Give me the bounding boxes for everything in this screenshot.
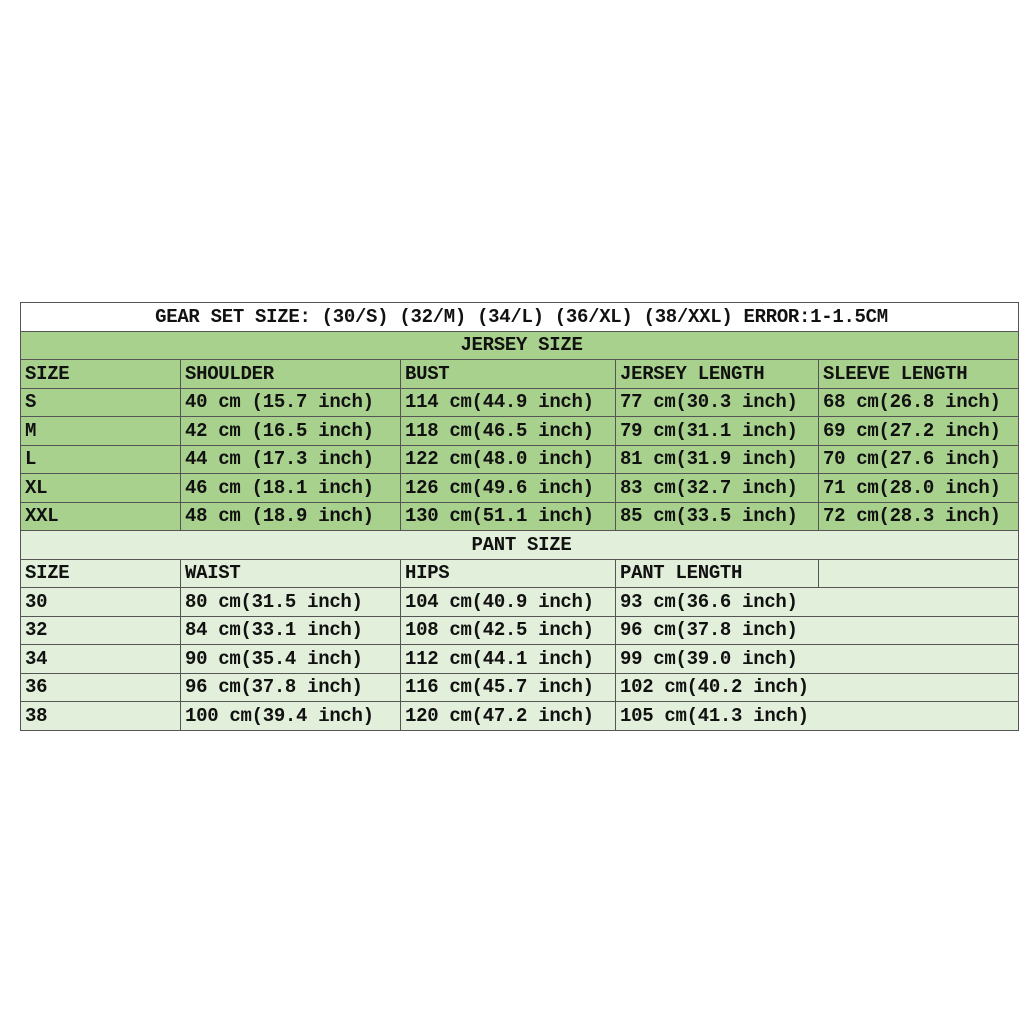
- cell: 96 cm(37.8 inch): [615, 615, 1019, 645]
- cell: 32: [20, 615, 181, 645]
- section-title-row: PANT SIZE: [20, 530, 1019, 560]
- cell: XL: [20, 473, 181, 503]
- cell: 126 cm(49.6 inch): [400, 473, 616, 503]
- cell: SHOULDER: [180, 359, 401, 389]
- cell: 70 cm(27.6 inch): [818, 444, 1019, 474]
- cell: 79 cm(31.1 inch): [615, 416, 819, 446]
- cell: 80 cm(31.5 inch): [180, 587, 401, 617]
- cell: S: [20, 387, 181, 417]
- cell: 122 cm(48.0 inch): [400, 444, 616, 474]
- cell: 77 cm(30.3 inch): [615, 387, 819, 417]
- table-body: GEAR SET SIZE: (30/S) (32/M) (34/L) (36/…: [20, 302, 1019, 731]
- data-row: XXL 48 cm (18.9 inch) 130 cm(51.1 inch) 85 …: [20, 501, 1019, 531]
- cell: 99 cm(39.0 inch): [615, 644, 1019, 674]
- cell: 84 cm(33.1 inch): [180, 615, 401, 645]
- cell: 96 cm(37.8 inch): [180, 672, 401, 702]
- cell: L: [20, 444, 181, 474]
- cell: 30: [20, 587, 181, 617]
- cell: BUST: [400, 359, 616, 389]
- data-row: 38 100 cm(39.4 inch) 120 cm(47.2 inch) 105 …: [20, 701, 1019, 731]
- cell: 72 cm(28.3 inch): [818, 501, 1019, 531]
- cell: 114 cm(44.9 inch): [400, 387, 616, 417]
- data-row: L 44 cm (17.3 inch) 122 cm(48.0 inch) 81 cm…: [20, 444, 1019, 474]
- cell: 69 cm(27.2 inch): [818, 416, 1019, 446]
- cell: 120 cm(47.2 inch): [400, 701, 616, 731]
- cell: 105 cm(41.3 inch): [615, 701, 1019, 731]
- cell: 81 cm(31.9 inch): [615, 444, 819, 474]
- cell: 42 cm (16.5 inch): [180, 416, 401, 446]
- cell: PANT LENGTH: [615, 558, 819, 588]
- data-row: 36 96 cm(37.8 inch) 116 cm(45.7 inch) 102 c…: [20, 672, 1019, 702]
- data-row: 34 90 cm(35.4 inch) 112 cm(44.1 inch) 99 cm…: [20, 644, 1019, 674]
- cell: 48 cm (18.9 inch): [180, 501, 401, 531]
- cell: 68 cm(26.8 inch): [818, 387, 1019, 417]
- cell: GEAR SET SIZE: (30/S) (32/M) (34/L) (36/…: [20, 302, 1019, 332]
- cell: HIPS: [400, 558, 616, 588]
- cell: 93 cm(36.6 inch): [615, 587, 1019, 617]
- header-row: SIZE SHOULDER BUST JERSEY LENGTH SLEEVE LENG…: [20, 359, 1019, 389]
- data-row: XL 46 cm (18.1 inch) 126 cm(49.6 inch) 83 c…: [20, 473, 1019, 503]
- cell: 34: [20, 644, 181, 674]
- cell: XXL: [20, 501, 181, 531]
- cell: SIZE: [20, 558, 181, 588]
- cell: 40 cm (15.7 inch): [180, 387, 401, 417]
- cell: 71 cm(28.0 inch): [818, 473, 1019, 503]
- cell: 102 cm(40.2 inch): [615, 672, 1019, 702]
- cell: 100 cm(39.4 inch): [180, 701, 401, 731]
- cell: 116 cm(45.7 inch): [400, 672, 616, 702]
- cell: 38: [20, 701, 181, 731]
- cell: 90 cm(35.4 inch): [180, 644, 401, 674]
- cell: 44 cm (17.3 inch): [180, 444, 401, 474]
- cell: 46 cm (18.1 inch): [180, 473, 401, 503]
- cell: M: [20, 416, 181, 446]
- cell: 85 cm(33.5 inch): [615, 501, 819, 531]
- data-row: 32 84 cm(33.1 inch) 108 cm(42.5 inch) 96 cm…: [20, 615, 1019, 645]
- data-row: 30 80 cm(31.5 inch) 104 cm(40.9 inch) 93 cm…: [20, 587, 1019, 617]
- cell: 112 cm(44.1 inch): [400, 644, 616, 674]
- header-row: SIZE WAIST HIPS PANT LENGTH: [20, 558, 1019, 588]
- cell: JERSEY SIZE: [20, 330, 1019, 360]
- cell: 83 cm(32.7 inch): [615, 473, 819, 503]
- cell: JERSEY LENGTH: [615, 359, 819, 389]
- cell: WAIST: [180, 558, 401, 588]
- cell: PANT SIZE: [20, 530, 1019, 560]
- cell: 130 cm(51.1 inch): [400, 501, 616, 531]
- cell: 108 cm(42.5 inch): [400, 615, 616, 645]
- cell: 36: [20, 672, 181, 702]
- size-table: GEAR SET SIZE: (30/S) (32/M) (34/L) (36/…: [20, 302, 1019, 731]
- data-row: M 42 cm (16.5 inch) 118 cm(46.5 inch) 79 cm…: [20, 416, 1019, 446]
- data-row: S 40 cm (15.7 inch) 114 cm(44.9 inch) 77 cm…: [20, 387, 1019, 417]
- cell: 118 cm(46.5 inch): [400, 416, 616, 446]
- cell: [818, 558, 1019, 588]
- cell: SIZE: [20, 359, 181, 389]
- title-row: GEAR SET SIZE: (30/S) (32/M) (34/L) (36/…: [20, 302, 1019, 332]
- cell: 104 cm(40.9 inch): [400, 587, 616, 617]
- section-title-row: JERSEY SIZE: [20, 330, 1019, 360]
- cell: SLEEVE LENGTH: [818, 359, 1019, 389]
